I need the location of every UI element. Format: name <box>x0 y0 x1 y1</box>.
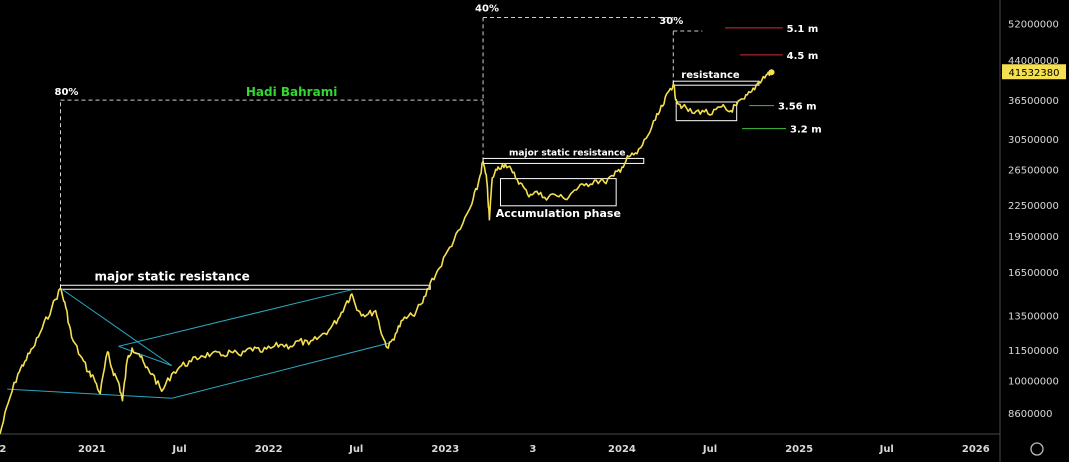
labels-layer: 80% 40% 30% major static resistance major st… <box>55 3 1066 283</box>
author-tag: Hadi Bahrami <box>246 85 337 99</box>
channel-line <box>118 289 353 347</box>
y-tick-label: 19500000 <box>1008 232 1059 243</box>
y-tick-label: 30500000 <box>1008 135 1059 146</box>
channel-line <box>60 287 173 367</box>
y-tick-label: 10000000 <box>1008 376 1059 387</box>
pct-30-label: 30% <box>659 16 683 27</box>
target-label: 5.1 m <box>787 24 819 35</box>
x-tick-label: Jul <box>348 444 363 455</box>
x-tick-label: 2023 <box>431 444 459 455</box>
price-line <box>0 70 773 435</box>
resistance-label-2024: resistance <box>681 70 740 81</box>
x-tick-label: 2026 <box>962 444 990 455</box>
y-tick-label: 44000000 <box>1008 56 1059 67</box>
y-tick-label: 22500000 <box>1008 201 1059 212</box>
y-tick-label: 13500000 <box>1008 311 1059 322</box>
y-tick-label: 16500000 <box>1008 268 1059 279</box>
drawings <box>7 16 787 399</box>
channel-line <box>7 388 172 399</box>
resistance-label-2023: major static resistance <box>509 148 625 158</box>
y-tick-label: 26500000 <box>1008 165 1059 176</box>
series-layer <box>0 69 775 435</box>
target-label: 3.2 m <box>790 125 822 136</box>
resistance-label-2020: major static resistance <box>95 269 250 283</box>
x-tick-label: Jul <box>702 444 717 455</box>
y-tick-label: 8600000 <box>1008 409 1053 420</box>
y-tick-label: 11500000 <box>1008 346 1059 357</box>
channel-line <box>118 345 173 367</box>
x-tick-label: 3 <box>529 444 536 455</box>
channel-line <box>171 342 391 399</box>
x-tick-label: 2 <box>0 444 6 455</box>
accumulation-label: Accumulation phase <box>496 207 621 220</box>
pct-40-label: 40% <box>475 3 499 14</box>
y-tick-label: 36500000 <box>1008 96 1059 107</box>
gear-icon[interactable] <box>1030 442 1044 456</box>
accumulation-box <box>499 178 617 207</box>
consolidation-box-2024 <box>675 101 738 122</box>
x-tick-label: 2025 <box>785 444 813 455</box>
last-price-dot <box>768 69 775 76</box>
pct-80-label: 80% <box>55 87 79 98</box>
target-label: 4.5 m <box>787 51 819 62</box>
x-tick-label: Jul <box>879 444 894 455</box>
last-price-label: 41532380 <box>1009 68 1060 79</box>
x-tick-label: 2021 <box>78 444 106 455</box>
x-tick-label: 2024 <box>608 444 636 455</box>
resistance-zone-2024 <box>672 80 760 86</box>
x-tick-label: 2022 <box>255 444 283 455</box>
resistance-zone-2020 <box>60 284 431 290</box>
resistance-zone-2023 <box>482 157 645 164</box>
last-price-badge <box>1002 64 1066 80</box>
x-tick-label: Jul <box>171 444 186 455</box>
target-label: 3.56 m <box>778 102 817 113</box>
y-tick-label: 52000000 <box>1008 20 1059 31</box>
